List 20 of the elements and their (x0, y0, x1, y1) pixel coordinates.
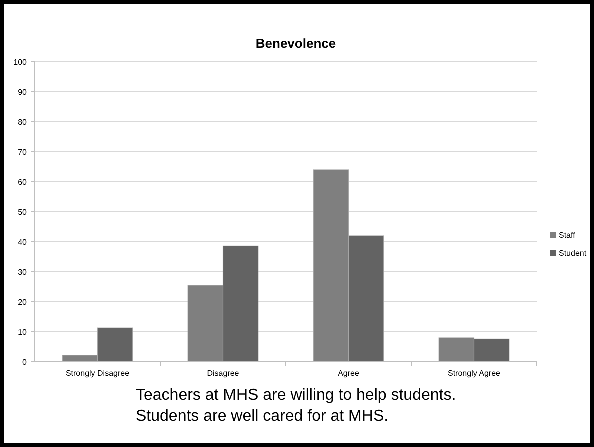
text: Students are well cared for at MHS. (136, 408, 389, 425)
chart-title: Benevolence (256, 36, 336, 51)
y-tick-label: 80 (18, 118, 28, 127)
y-tick-label: 100 (14, 58, 28, 67)
y-tick-label: 30 (18, 268, 28, 277)
x-tick-label: Agree (338, 369, 360, 378)
y-tick-label: 70 (18, 148, 28, 157)
x-tick-label: Strongly Agree (448, 369, 502, 378)
y-tick-label: 20 (18, 298, 28, 307)
y-tick-label: 10 (18, 328, 28, 337)
text: Teachers at MHS are willing to help students. (136, 387, 456, 404)
y-tick-label: 60 (18, 178, 28, 187)
x-tick-label: Strongly Disagree (66, 369, 130, 378)
y-tick-label: 50 (18, 208, 28, 217)
y-tick-label: 90 (18, 88, 28, 97)
legend-label: Staff (559, 230, 576, 240)
y-tick-label: 40 (18, 238, 28, 247)
legend-label: Student (559, 248, 588, 258)
x-tick-label: Disagree (207, 369, 240, 378)
y-tick-label: 0 (22, 358, 28, 367)
